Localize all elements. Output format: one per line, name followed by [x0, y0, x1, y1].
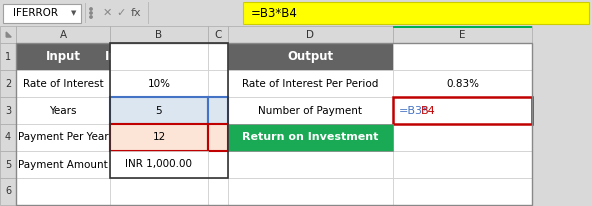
Text: 10%: 10%: [147, 78, 170, 89]
Bar: [0, 97, 16, 124]
Text: 6: 6: [5, 186, 11, 197]
Bar: [0, 26, 16, 43]
Bar: [228, 178, 393, 205]
Polygon shape: [6, 32, 11, 37]
Bar: [85, 3, 86, 23]
Bar: [110, 43, 208, 70]
Bar: [16, 124, 110, 151]
Text: 0.83%: 0.83%: [446, 78, 479, 89]
Text: Input: Input: [46, 50, 81, 63]
Bar: [0, 70, 16, 97]
Text: C: C: [214, 29, 221, 40]
Text: E: E: [459, 29, 466, 40]
Bar: [3, 4, 81, 22]
Text: 4: 4: [5, 132, 11, 143]
Bar: [110, 97, 208, 124]
Bar: [393, 26, 532, 43]
Text: 5: 5: [5, 159, 11, 170]
Text: fx: fx: [131, 8, 141, 18]
Text: Years: Years: [49, 105, 77, 116]
Text: ✕: ✕: [102, 8, 112, 18]
Text: 12: 12: [152, 132, 166, 143]
Text: Payment Per Year: Payment Per Year: [18, 132, 108, 143]
Text: B4: B4: [421, 105, 436, 116]
Bar: [110, 178, 208, 205]
Bar: [16, 70, 110, 97]
Text: Input: Input: [105, 50, 140, 63]
Text: INR 1,000.00: INR 1,000.00: [126, 159, 192, 170]
Bar: [228, 43, 393, 70]
Circle shape: [90, 16, 92, 18]
Text: ✓: ✓: [116, 8, 126, 18]
Bar: [208, 70, 228, 97]
Bar: [228, 26, 393, 43]
Bar: [228, 124, 393, 151]
Text: D: D: [307, 29, 314, 40]
Text: 2: 2: [5, 78, 11, 89]
Text: Payment Amount: Payment Amount: [18, 159, 108, 170]
Bar: [228, 70, 393, 97]
Bar: [393, 178, 532, 205]
Bar: [393, 26, 532, 28]
Bar: [0, 151, 16, 178]
Text: B: B: [156, 29, 163, 40]
Bar: [110, 43, 228, 178]
Text: =B3*: =B3*: [399, 105, 429, 116]
Bar: [208, 124, 228, 151]
Bar: [0, 0, 592, 26]
Bar: [110, 124, 208, 151]
Text: =B3*B4: =B3*B4: [251, 7, 298, 20]
Bar: [208, 97, 228, 124]
Bar: [393, 124, 532, 151]
Bar: [16, 97, 110, 124]
Bar: [393, 151, 532, 178]
Bar: [16, 43, 228, 70]
Bar: [16, 26, 110, 43]
Circle shape: [90, 12, 92, 14]
Bar: [393, 97, 532, 124]
Text: ▼: ▼: [71, 10, 77, 16]
Bar: [243, 2, 589, 24]
Bar: [208, 178, 228, 205]
Bar: [110, 70, 208, 97]
Bar: [16, 43, 532, 205]
Text: Number of Payment: Number of Payment: [259, 105, 362, 116]
Bar: [208, 43, 228, 70]
Bar: [16, 43, 110, 70]
Bar: [393, 43, 532, 70]
Bar: [228, 151, 393, 178]
Bar: [110, 26, 208, 43]
Bar: [228, 97, 393, 124]
Text: IFERROR: IFERROR: [13, 8, 58, 18]
Bar: [208, 26, 228, 43]
Bar: [16, 151, 110, 178]
Circle shape: [90, 8, 92, 10]
Text: Rate of Interest Per Period: Rate of Interest Per Period: [242, 78, 379, 89]
Text: Return on Investment: Return on Investment: [242, 132, 379, 143]
Text: Rate of Interest: Rate of Interest: [22, 78, 104, 89]
Bar: [393, 70, 532, 97]
Bar: [0, 43, 16, 70]
Text: Output: Output: [288, 50, 333, 63]
Bar: [0, 178, 16, 205]
Text: A: A: [59, 29, 66, 40]
Text: 3: 3: [5, 105, 11, 116]
Bar: [110, 151, 208, 178]
Bar: [148, 2, 149, 24]
Text: 1: 1: [5, 52, 11, 62]
Bar: [0, 124, 16, 151]
Text: 5: 5: [156, 105, 162, 116]
Bar: [16, 178, 110, 205]
Bar: [208, 151, 228, 178]
